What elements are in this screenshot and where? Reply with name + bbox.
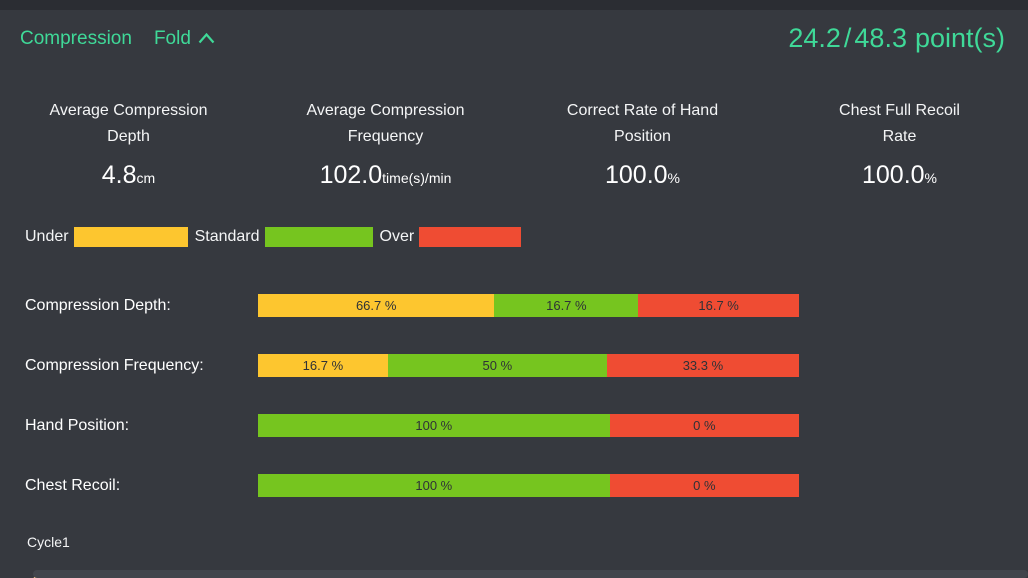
legend-swatch-standard: [264, 227, 373, 247]
bar-row-label: Compression Frequency:: [25, 356, 204, 374]
stacked-bar: 66.7 % 16.7 % 16.7 %: [258, 294, 799, 317]
bar-segment-value: 100 %: [415, 418, 453, 433]
bar-segment-standard: 100 %: [258, 474, 610, 497]
bar-row-chest-recoil: Chest Recoil: 100 % 0 %: [0, 474, 1028, 497]
bar-segment-value: 0 %: [693, 478, 716, 493]
stat-unit: cm: [136, 170, 156, 186]
score-total: 48.3: [854, 23, 907, 53]
legend-item-standard: Standard: [195, 227, 380, 247]
score-display: 24.2 / 48.3 point(s): [788, 23, 1005, 54]
stat-correct-rate-of-hand-position: Correct Rate of Hand Position 100.0%: [514, 98, 771, 190]
panel-title: Compression: [20, 27, 132, 49]
bar-row-label: Compression Depth:: [25, 296, 171, 314]
bar-segment-under: 16.7 %: [258, 354, 388, 377]
stacked-bar: 100 % 0 %: [258, 474, 799, 497]
bar-segment-value: 0 %: [693, 418, 716, 433]
legend-item-under: Under: [25, 227, 195, 247]
bar-segment-value: 16.7 %: [698, 298, 739, 313]
stat-label-line: Average Compression: [49, 102, 208, 119]
stat-value: 100.0%: [604, 161, 680, 189]
bar-row-label: Hand Position:: [25, 416, 130, 434]
horizontal-scrollbar[interactable]: [33, 570, 1028, 578]
bar-segment-over: 0 %: [609, 414, 799, 437]
bar-row-compression-depth: Compression Depth: 66.7 % 16.7 % 16.7 %: [0, 294, 1028, 317]
stat-value: 4.8cm: [101, 161, 156, 189]
stats-row: Average Compression Depth 4.8cm Average …: [0, 98, 1028, 190]
chevron-up-icon: [191, 33, 215, 44]
stat-label-line: Correct Rate of Hand: [566, 102, 719, 119]
stat-label-line: Depth: [107, 128, 150, 145]
legend-label: Standard: [194, 228, 260, 245]
bar-segment-standard: 100 %: [258, 414, 610, 437]
stat-unit: %: [667, 170, 680, 186]
bar-chart: Compression Depth: 66.7 % 16.7 % 16.7 % Comp…: [0, 294, 1028, 497]
bar-segment-value: 50 %: [482, 358, 513, 373]
stat-unit: time(s)/min: [382, 170, 452, 186]
fold-label: Fold: [153, 27, 191, 49]
fold-toggle[interactable]: Fold: [154, 28, 215, 50]
bar-segment-value: 100 %: [415, 478, 453, 493]
bar-segment-value: 66.7 %: [355, 298, 397, 313]
stat-average-compression-depth: Average Compression Depth 4.8cm: [0, 98, 257, 190]
bar-row-label: Chest Recoil:: [25, 476, 121, 494]
legend-swatch-over: [419, 227, 522, 247]
stat-label-line: Rate: [882, 128, 917, 145]
stat-value: 100.0%: [861, 161, 937, 189]
stat-label-line: Average Compression: [306, 102, 465, 119]
bar-segment-value: 33.3 %: [682, 358, 724, 373]
panel-header: Compression Fold 24.2 / 48.3 point(s): [0, 10, 1028, 54]
bar-row-hand-position: Hand Position: 100 % 0 %: [0, 414, 1028, 437]
stat-unit: %: [924, 170, 937, 186]
stat-average-compression-frequency: Average Compression Frequency 102.0time(…: [257, 98, 514, 190]
legend-item-over: Over: [380, 227, 529, 247]
stat-label-line: Position: [614, 128, 671, 145]
bar-segment-over: 33.3 %: [606, 354, 799, 377]
stat-label-line: Frequency: [347, 128, 424, 145]
stacked-bar: 16.7 % 50 % 33.3 %: [258, 354, 799, 377]
stat-label-line: Chest Full Recoil: [839, 102, 960, 119]
legend-swatch-under: [73, 227, 188, 247]
bar-segment-value: 16.7 %: [546, 298, 587, 313]
bar-segment-over: 0 %: [609, 474, 799, 497]
legend-label: Over: [379, 228, 415, 245]
bar-segment-value: 16.7 %: [302, 358, 344, 373]
stacked-bar: 100 % 0 %: [258, 414, 799, 437]
score-unit: point(s): [914, 23, 1005, 53]
cycle-label: Cycle1: [27, 534, 70, 550]
score-separator: /: [843, 23, 852, 53]
score-earned: 24.2: [788, 23, 841, 53]
legend: Under Standard Over: [25, 226, 1028, 248]
bar-segment-over: 16.7 %: [638, 294, 799, 317]
stat-value: 102.0time(s)/min: [319, 161, 452, 189]
bar-segment-under: 66.7 %: [258, 294, 495, 317]
stat-chest-full-recoil-rate: Chest Full Recoil Rate 100.0%: [771, 98, 1028, 190]
compression-panel: Compression Fold 24.2 / 48.3 point(s) Av…: [0, 10, 1028, 578]
bar-segment-standard: 50 %: [387, 354, 607, 377]
legend-label: Under: [25, 228, 69, 245]
bar-segment-standard: 16.7 %: [494, 294, 639, 317]
bar-row-compression-frequency: Compression Frequency: 16.7 % 50 % 33.3 %: [0, 354, 1028, 377]
